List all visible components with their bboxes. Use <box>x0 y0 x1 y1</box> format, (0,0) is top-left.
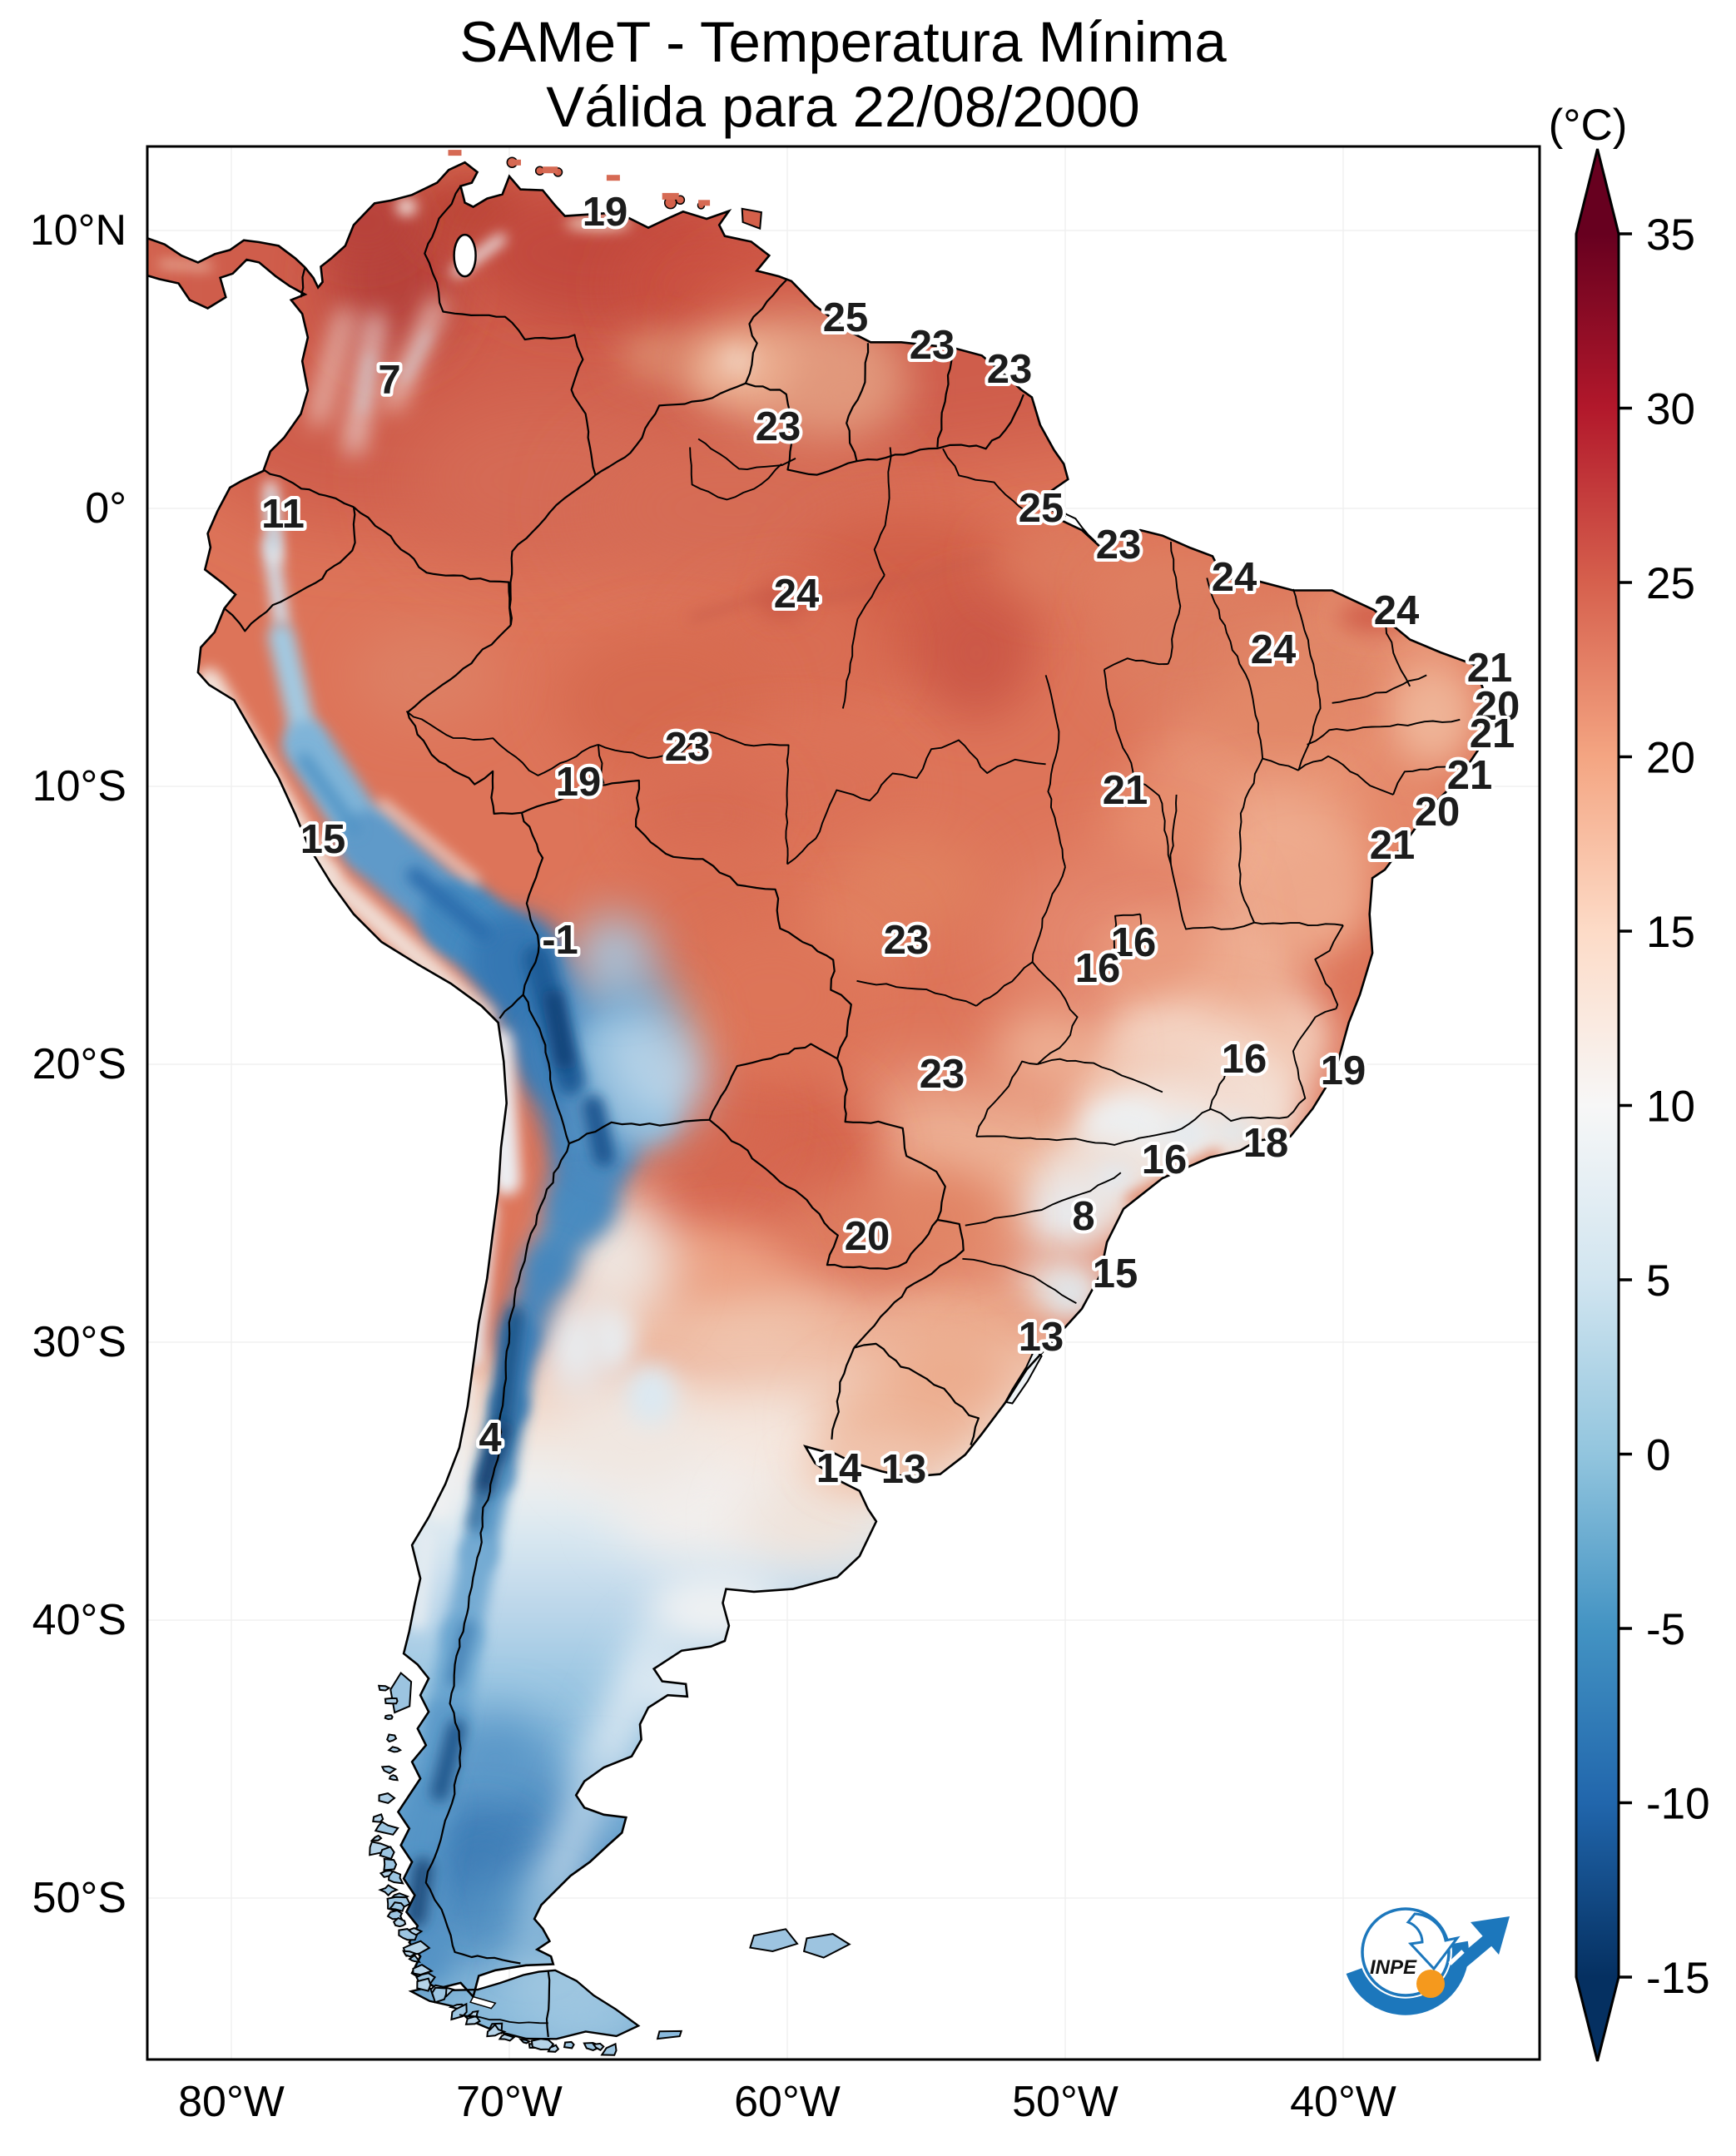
svg-text:7: 7 <box>378 358 400 403</box>
svg-text:10°N: 10°N <box>30 206 126 255</box>
svg-text:(°C): (°C) <box>1549 101 1628 150</box>
svg-text:0°: 0° <box>85 484 126 533</box>
svg-text:23: 23 <box>987 347 1033 392</box>
svg-text:25: 25 <box>1646 559 1695 608</box>
svg-text:15: 15 <box>1093 1251 1138 1296</box>
svg-text:8: 8 <box>1072 1194 1094 1239</box>
svg-text:21: 21 <box>1103 768 1148 813</box>
svg-text:20: 20 <box>845 1214 890 1259</box>
svg-text:25: 25 <box>1019 486 1064 531</box>
svg-text:-5: -5 <box>1646 1605 1685 1654</box>
svg-text:16: 16 <box>1111 920 1157 965</box>
svg-text:30: 30 <box>1646 385 1695 434</box>
svg-text:16: 16 <box>1222 1037 1267 1082</box>
svg-text:80°W: 80°W <box>178 2078 285 2126</box>
svg-text:INPE: INPE <box>1370 1956 1417 1979</box>
svg-text:-15: -15 <box>1646 1954 1710 2003</box>
svg-text:21: 21 <box>1370 823 1416 868</box>
svg-text:Válida para 22/08/2000: Válida para 22/08/2000 <box>546 75 1140 139</box>
svg-text:21: 21 <box>1470 711 1515 756</box>
svg-text:0: 0 <box>1646 1431 1670 1480</box>
svg-text:11: 11 <box>261 492 305 537</box>
svg-text:SAMeT - Temperatura Mínima: SAMeT - Temperatura Mínima <box>459 10 1227 74</box>
svg-text:-10: -10 <box>1646 1780 1710 1829</box>
svg-text:18: 18 <box>1243 1121 1289 1166</box>
svg-text:14: 14 <box>816 1446 862 1491</box>
svg-text:50°W: 50°W <box>1012 2078 1118 2126</box>
svg-text:4: 4 <box>479 1415 501 1460</box>
svg-text:15: 15 <box>300 817 346 862</box>
svg-text:20: 20 <box>1415 790 1461 835</box>
svg-text:21: 21 <box>1467 646 1513 691</box>
svg-text:20: 20 <box>1646 734 1695 783</box>
svg-text:35: 35 <box>1646 211 1695 260</box>
svg-text:21: 21 <box>1447 753 1493 798</box>
svg-text:23: 23 <box>665 725 711 770</box>
svg-text:25: 25 <box>823 295 869 340</box>
svg-text:24: 24 <box>1374 588 1420 633</box>
svg-text:20°S: 20°S <box>32 1040 126 1088</box>
svg-text:16: 16 <box>1075 946 1121 991</box>
svg-text:-1: -1 <box>542 918 578 963</box>
svg-text:23: 23 <box>920 1052 965 1097</box>
svg-text:16: 16 <box>1142 1137 1188 1182</box>
svg-text:30°S: 30°S <box>32 1318 126 1366</box>
svg-text:13: 13 <box>881 1447 927 1492</box>
svg-text:23: 23 <box>756 404 801 449</box>
svg-text:70°W: 70°W <box>456 2078 563 2126</box>
svg-text:23: 23 <box>884 918 930 963</box>
svg-text:24: 24 <box>1251 627 1297 672</box>
svg-text:20: 20 <box>1475 684 1520 729</box>
svg-text:50°S: 50°S <box>32 1874 126 1922</box>
svg-text:40°S: 40°S <box>32 1596 126 1644</box>
svg-text:23: 23 <box>910 323 955 368</box>
svg-text:24: 24 <box>774 572 820 617</box>
svg-text:19: 19 <box>583 190 628 235</box>
svg-text:23: 23 <box>1096 523 1142 567</box>
svg-text:10: 10 <box>1646 1083 1695 1132</box>
svg-text:19: 19 <box>1321 1048 1366 1093</box>
svg-text:40°W: 40°W <box>1290 2078 1396 2126</box>
svg-text:15: 15 <box>1646 908 1695 957</box>
svg-text:13: 13 <box>1019 1315 1064 1360</box>
svg-text:5: 5 <box>1646 1256 1670 1306</box>
svg-text:10°S: 10°S <box>32 762 126 810</box>
svg-text:60°W: 60°W <box>734 2078 841 2126</box>
svg-text:24: 24 <box>1212 555 1257 600</box>
svg-text:19: 19 <box>556 760 602 805</box>
